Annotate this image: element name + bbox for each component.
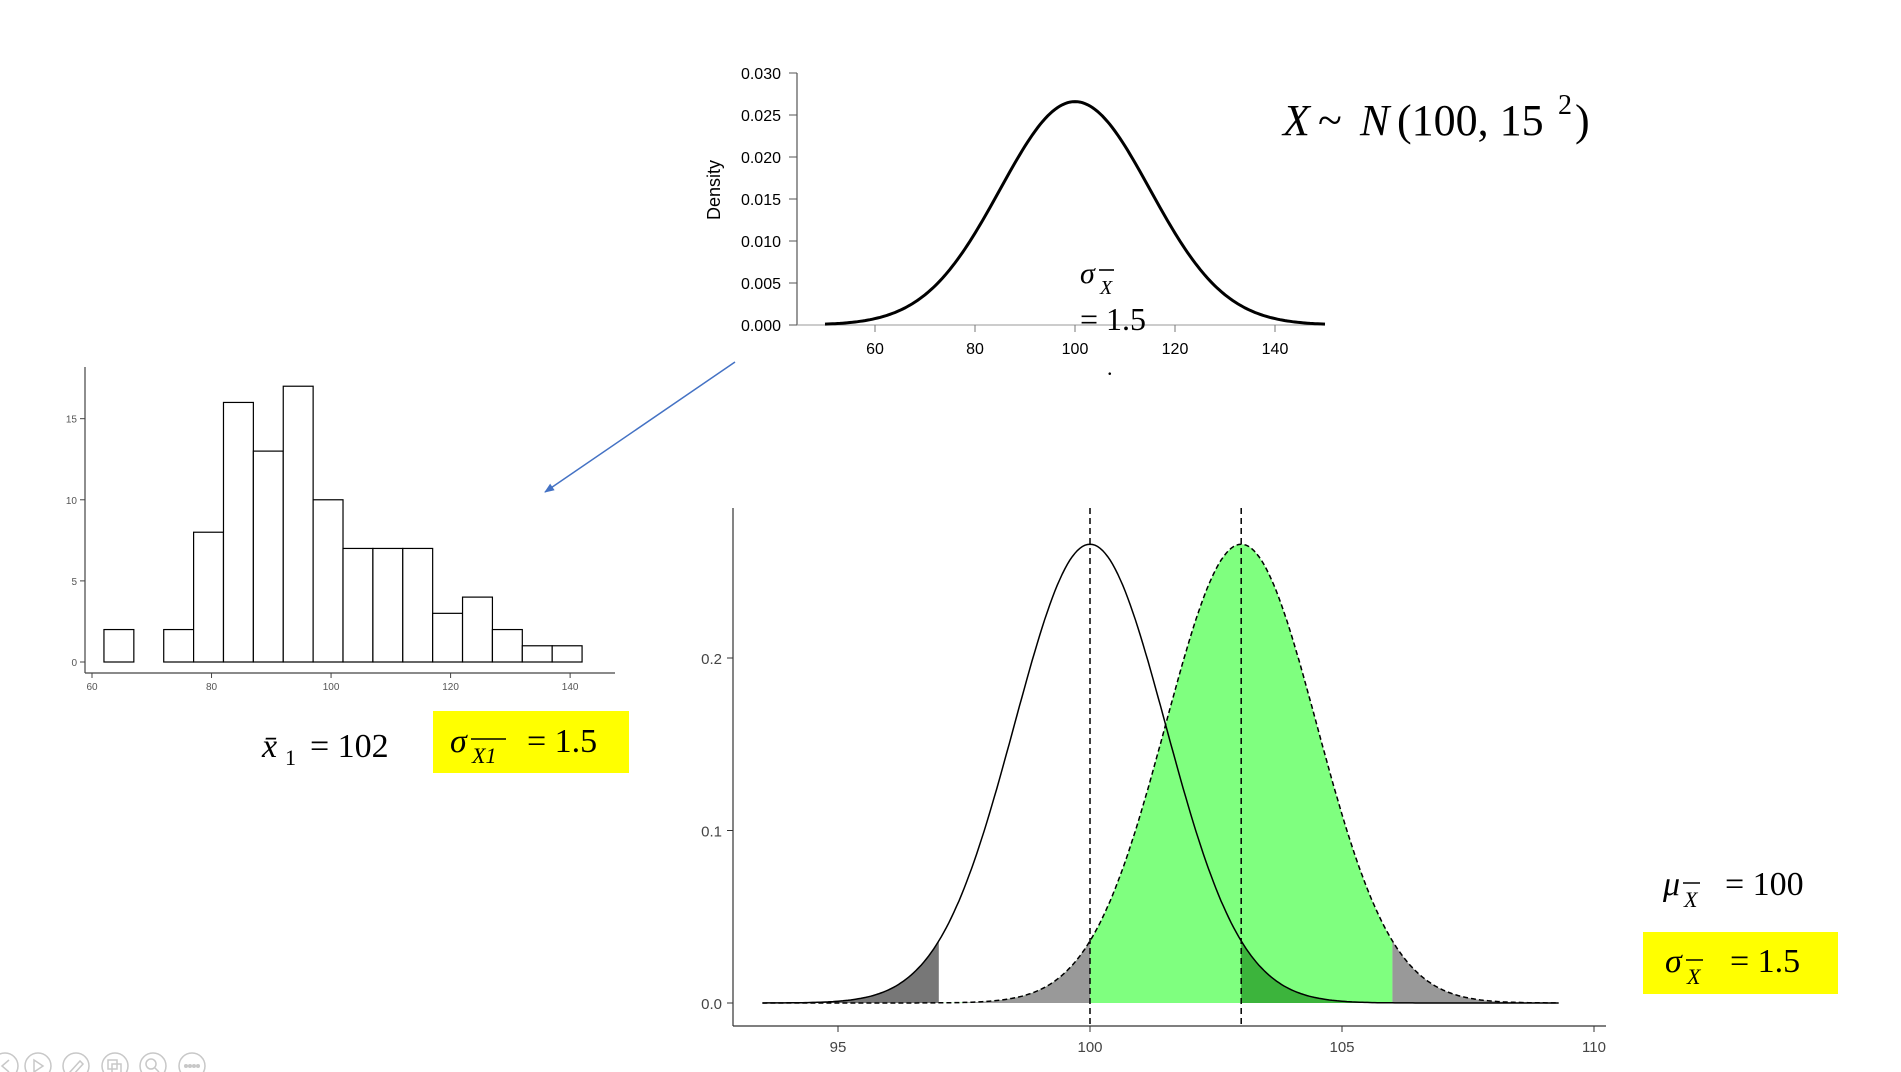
top-y-tick-label: 0.000 <box>741 318 781 335</box>
histogram-bar <box>163 628 195 663</box>
samp-y-tick-label: 0.2 <box>701 651 722 668</box>
top-y-tick-label: 0.030 <box>741 66 781 83</box>
formula-tilde: ~ <box>1318 96 1342 145</box>
population-sigma-label: σ X = 1.5 <box>1643 932 1838 994</box>
connector-arrow <box>544 361 736 493</box>
overlay-dot: . <box>1107 355 1113 380</box>
population-sigma-symbol: σ <box>1665 943 1683 980</box>
formula-exponent: 2 <box>1558 90 1572 121</box>
top-x-tick-label: 140 <box>1262 341 1289 358</box>
histogram-bar <box>551 645 583 663</box>
histogram-bar <box>222 401 254 663</box>
normal-density-plot: 0.000 0.005 0.010 0.015 0.020 0.025 0.030 60 80… <box>704 66 1326 380</box>
top-y-tick-label: 0.015 <box>741 192 781 209</box>
xbar-value: = 102 <box>310 728 389 765</box>
top-x-tick-label: 80 <box>966 341 984 358</box>
population-mean-label: μ X = 100 <box>1662 866 1804 912</box>
formula-parameters: (100, 15 <box>1397 96 1544 145</box>
mu-symbol: μ <box>1662 866 1680 903</box>
formula-variable: X <box>1281 96 1312 145</box>
distribution-formula: X ~ N (100, 15 2 ) <box>1281 90 1590 145</box>
samp-x-tick-label: 110 <box>1582 1039 1606 1056</box>
hist-x-tick-label: 80 <box>206 682 218 693</box>
top-y-axis-label: Density <box>704 160 724 220</box>
samp-x-tick-label: 95 <box>830 1039 847 1056</box>
power-region <box>938 544 1393 1003</box>
hist-x-tick-label: 60 <box>86 682 98 693</box>
top-x-tick-label: 60 <box>866 341 884 358</box>
histogram-bar <box>103 628 135 663</box>
sample-histogram: 0 5 10 15 60 80 100 120 140 <box>66 367 615 693</box>
overlay-sigma-symbol: σ <box>1080 257 1096 290</box>
xbar-symbol: x̄ <box>261 728 277 765</box>
formula-close: ) <box>1575 96 1590 145</box>
hist-y-tick-label: 0 <box>71 658 77 669</box>
hist-x-tick-label: 140 <box>562 682 579 693</box>
histogram-bar <box>461 596 494 663</box>
histogram-bar <box>432 612 464 663</box>
histogram-bar <box>402 547 434 663</box>
top-x-tick-label: 100 <box>1062 341 1089 358</box>
population-sigma-subscript: X <box>1686 964 1702 989</box>
population-sigma-highlight <box>1643 932 1838 994</box>
null-sampling-curve <box>762 543 1559 1004</box>
sample-mean-label: x̄ 1 = 102 <box>261 728 389 770</box>
samp-y-tick-label: 0.1 <box>701 824 722 841</box>
histogram-bar <box>372 547 404 663</box>
histogram-bar <box>491 628 523 663</box>
top-y-tick-label: 0.020 <box>741 150 781 167</box>
top-x-tick-label: 120 <box>1162 341 1189 358</box>
alternative-sampling-curve <box>762 543 1559 1004</box>
histogram-bar <box>282 385 314 663</box>
samp-y-tick-label: 0.0 <box>701 996 722 1013</box>
overlay-sigma-subscript: X <box>1099 277 1113 299</box>
samp-x-tick-label: 105 <box>1329 1039 1354 1056</box>
hist-x-tick-label: 100 <box>323 682 340 693</box>
presenter-toolbar <box>0 1052 206 1072</box>
sample-sigma-value: = 1.5 <box>527 723 597 760</box>
histogram-bar <box>521 645 553 663</box>
pen-icon[interactable] <box>62 1052 90 1072</box>
top-y-tick-label: 0.010 <box>741 234 781 251</box>
sample-sigma-subscript: X1 <box>471 743 496 768</box>
top-y-tick-label: 0.025 <box>741 108 781 125</box>
prev-icon[interactable] <box>0 1052 19 1072</box>
population-sigma-value: = 1.5 <box>1730 943 1800 980</box>
play-icon[interactable] <box>24 1052 52 1072</box>
samp-x-tick-label: 100 <box>1077 1039 1102 1056</box>
hist-y-tick-label: 10 <box>66 496 78 507</box>
mu-value: = 100 <box>1725 866 1804 903</box>
hist-y-tick-label: 5 <box>71 577 77 588</box>
mu-subscript: X <box>1683 887 1699 912</box>
overlay-sigma-value: = 1.5 <box>1080 301 1146 337</box>
sample-sigma-label: σ X1 = 1.5 <box>433 711 629 773</box>
slides-icon[interactable] <box>101 1052 129 1072</box>
upper-tail-null <box>1241 940 1559 1003</box>
sampling-distribution-plot: 0.0 0.1 0.2 95 100 105 110 <box>701 508 1606 1056</box>
histogram-bar <box>252 450 284 663</box>
formula-distribution: N <box>1359 96 1392 145</box>
left-tail-alternative <box>964 940 1090 1003</box>
hist-x-tick-label: 120 <box>442 682 459 693</box>
sample-sigma-highlight <box>433 711 629 773</box>
normal-density-curve <box>824 100 1326 326</box>
more-icon[interactable] <box>178 1052 206 1072</box>
zoom-icon[interactable] <box>139 1052 167 1072</box>
histogram-bar <box>342 547 374 663</box>
histogram-bar <box>312 499 344 663</box>
lower-tail-null <box>762 940 939 1003</box>
hist-y-tick-label: 15 <box>66 415 78 426</box>
histogram-bar <box>193 531 225 663</box>
xbar-subscript: 1 <box>285 745 296 770</box>
sample-sigma-symbol: σ <box>450 723 468 760</box>
top-y-tick-label: 0.005 <box>741 276 781 293</box>
right-tail-alternative <box>1392 940 1559 1003</box>
